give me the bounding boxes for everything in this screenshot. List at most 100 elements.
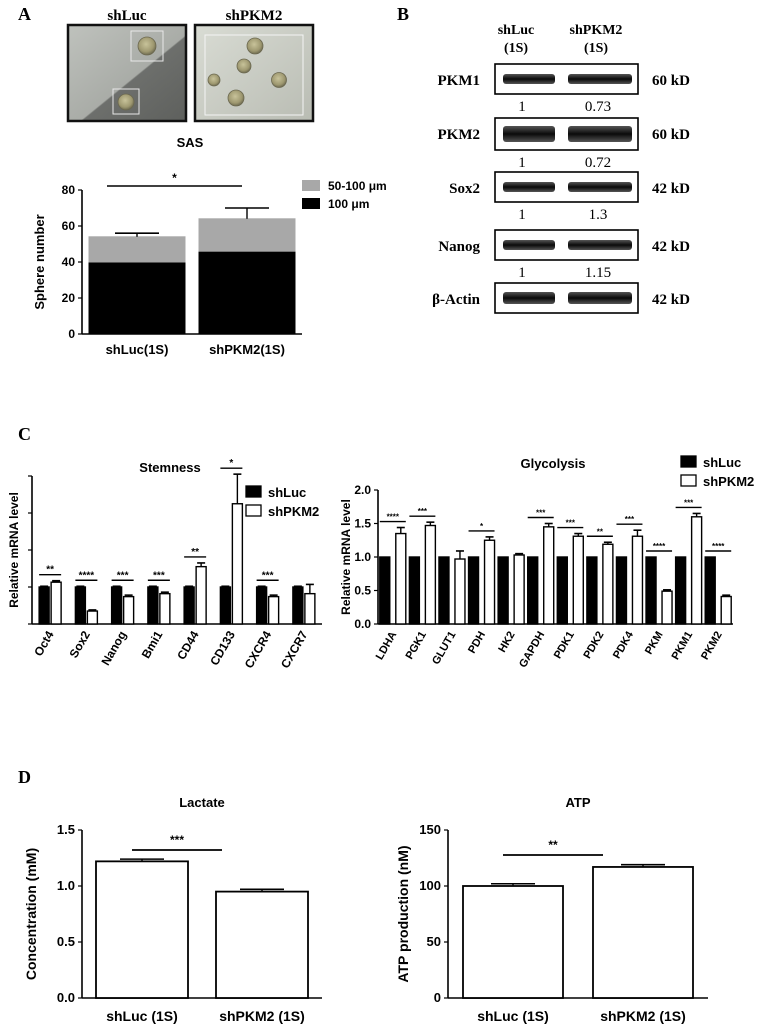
blot-header-shluc-sub: (1S)	[504, 41, 528, 56]
legend-label: shPKM2	[268, 504, 319, 519]
band-shpkm2	[568, 240, 632, 250]
significance-label: ***	[170, 833, 184, 847]
significance-label: **	[191, 547, 199, 558]
x-tick-label: Sox2	[67, 628, 94, 660]
significance-label: *	[172, 171, 177, 185]
blot-header-shpkm2: shPKM2	[570, 23, 623, 38]
significance-label: ***	[117, 570, 129, 581]
y-tick-label: 0.5	[57, 934, 75, 949]
y-tick-label: 1.5	[57, 822, 75, 837]
bar-shpkm2	[395, 532, 407, 625]
chart-title: Lactate	[179, 795, 225, 810]
significance-label: ***	[262, 570, 274, 581]
chart-title: ATP	[565, 795, 590, 810]
blot-header-shpkm2-sub: (1S)	[584, 41, 608, 56]
band-shpkm2	[568, 74, 632, 84]
panel-label-c: C	[18, 424, 31, 444]
band-shluc	[503, 182, 555, 192]
blot-quantification: 1	[518, 99, 526, 115]
bar-shpkm2	[195, 565, 207, 625]
x-tick-label: PKM2	[699, 630, 725, 662]
sphere-chart: 0 20 40 60 80 Sphere number shLuc(1S) shPKM2(1S…	[32, 171, 387, 357]
y-tick-label: 1.5	[354, 517, 371, 531]
legend-swatch-shluc	[680, 455, 697, 468]
y-tick-label: 0.0	[354, 617, 371, 631]
bar-shpkm2	[513, 554, 525, 625]
blot-quantification: 1	[518, 207, 526, 223]
blot-quantification: 1	[518, 265, 526, 281]
bar-shluc	[615, 556, 628, 625]
panel-label-a: A	[18, 4, 31, 24]
bar-shpkm2	[690, 516, 703, 625]
x-tick-label: CD44	[174, 628, 202, 662]
bar-shpkm2	[454, 558, 466, 625]
significance-label: *	[229, 458, 233, 469]
y-axis-label: Relative mRNA level	[339, 499, 353, 615]
bar-100um	[88, 261, 186, 335]
micrograph-shluc	[66, 23, 188, 123]
x-tick-label: Nanog	[98, 629, 129, 668]
x-tick-label: LDHA	[374, 629, 400, 662]
panel-label-d: D	[18, 767, 31, 787]
legend-label: 50-100 μm	[328, 179, 387, 193]
y-tick-label: 100	[419, 878, 441, 893]
bar-shluc	[586, 556, 598, 625]
bar-shluc	[556, 556, 568, 625]
bar-shluc	[467, 556, 480, 625]
y-axis-label: Concentration (mM)	[23, 848, 39, 980]
panel-a-micrographs: shLuc shPKM2 SAS	[66, 8, 315, 150]
y-tick-label: 40	[62, 255, 76, 269]
x-tick-label: HK2	[496, 630, 517, 655]
x-tick-label: Oct4	[31, 628, 57, 658]
legend-swatch	[302, 180, 320, 191]
bar-shluc	[110, 586, 123, 625]
y-tick-label: 150	[419, 822, 441, 837]
blot-quantification: 1.15	[585, 265, 611, 281]
bar-shpkm2	[267, 595, 280, 625]
significance-label: ****	[387, 513, 400, 522]
band-shluc	[503, 126, 555, 142]
y-tick-label: 1.0	[57, 878, 75, 893]
band-shpkm2	[568, 292, 632, 304]
significance-label: **	[597, 527, 604, 536]
significance-label: ****	[712, 542, 725, 551]
blot-quantification: 1.3	[589, 207, 608, 223]
bar-shpkm2	[159, 592, 171, 625]
x-tick-label: GAPDH	[517, 629, 547, 669]
blot-quantification: 0.72	[585, 155, 611, 171]
bar-shluc	[219, 586, 232, 625]
bar-shpkm2	[424, 524, 437, 625]
bar-shluc	[292, 586, 304, 625]
bar-shluc	[645, 556, 657, 625]
legend-swatch-shluc	[245, 485, 262, 498]
blot-size-label: 42 kD	[652, 181, 690, 197]
bar-shpkm2	[483, 539, 496, 625]
bar-shluc	[183, 586, 195, 625]
x-tick-label: shPKM2(1S)	[209, 342, 285, 357]
significance-label: ***	[625, 515, 635, 524]
y-tick-label: 50	[427, 934, 441, 949]
significance-label: **	[548, 838, 558, 852]
bar-shpkm2	[50, 581, 62, 625]
y-tick-label: 0.5	[354, 584, 371, 598]
significance-label: ***	[153, 570, 165, 581]
bar-shluc	[255, 586, 268, 625]
bar-shpkm2	[572, 535, 584, 625]
bar-shpkm2	[602, 543, 614, 625]
bar-shluc	[704, 556, 716, 625]
stemness-chart: Relative mRNA levelStemness**Oct4****Sox…	[7, 458, 322, 671]
bar-shpkm2	[122, 595, 135, 625]
legend-swatch-shpkm2	[245, 504, 262, 517]
bar	[462, 885, 564, 999]
x-tick-label: shLuc(1S)	[106, 342, 169, 357]
x-tick-label: PGK1	[404, 630, 429, 662]
x-tick-label: CXCR7	[278, 628, 311, 671]
legend-label: 100 μm	[328, 197, 369, 211]
band-shpkm2	[568, 182, 632, 192]
significance-label: ***	[418, 507, 428, 516]
x-tick-label: PDK2	[581, 630, 606, 661]
legend-label: shPKM2	[703, 474, 754, 489]
micrograph-label-shluc: shLuc	[107, 8, 147, 24]
band-shluc	[503, 240, 555, 250]
y-axis-label: ATP production (nM)	[395, 845, 411, 982]
